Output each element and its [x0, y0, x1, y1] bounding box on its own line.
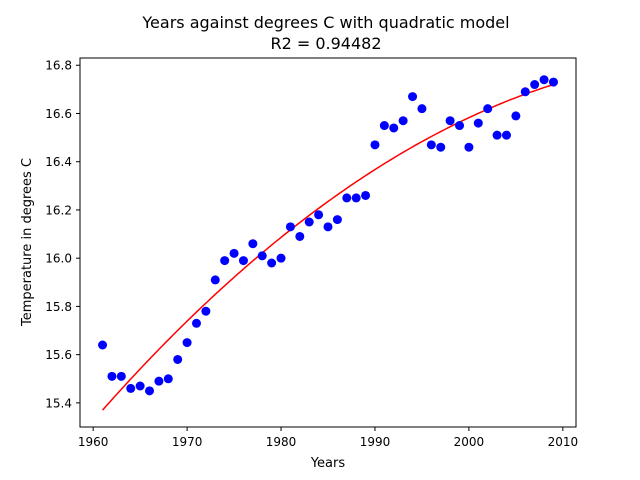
x-tick-label: 1980 [266, 435, 297, 449]
y-tick-label: 16.4 [45, 155, 72, 169]
data-point [210, 275, 220, 285]
data-point [116, 371, 126, 381]
data-point [229, 248, 239, 258]
data-point [473, 118, 483, 128]
data-point [323, 222, 333, 232]
axes-frame [79, 57, 577, 428]
y-tick-label: 16.6 [45, 107, 72, 121]
data-point [220, 256, 230, 266]
y-axis: 15.4 15.6 15.8 16.0 16.2 16.4 16.6 16.8 [45, 59, 80, 410]
data-point [548, 77, 558, 87]
data-point [426, 140, 436, 150]
x-tick-label: 1960 [78, 435, 109, 449]
data-point [191, 318, 201, 328]
x-tick-label: 1990 [360, 435, 391, 449]
x-axis-label: Years [310, 456, 346, 471]
data-point [314, 210, 324, 220]
data-point [295, 231, 305, 241]
y-tick-label: 15.6 [45, 348, 72, 362]
data-point [342, 193, 352, 203]
x-tick-label: 2010 [548, 435, 579, 449]
data-point [436, 142, 446, 152]
x-axis: 1960 1970 1980 1990 2000 2010 [78, 427, 578, 449]
data-point [455, 121, 465, 131]
x-tick-label: 2000 [454, 435, 485, 449]
data-point [173, 354, 183, 364]
x-tick-label: 1970 [172, 435, 203, 449]
data-point [511, 111, 521, 121]
chart-subtitle: R2 = 0.94482 [270, 34, 381, 53]
quadratic-model-line [101, 83, 554, 411]
y-tick-label: 16.0 [45, 252, 72, 266]
data-point [492, 130, 502, 140]
data-point [351, 193, 361, 203]
data-point [379, 121, 389, 131]
data-point [304, 217, 314, 227]
data-point [154, 376, 164, 386]
data-point [408, 92, 418, 102]
data-point [257, 251, 267, 261]
data-point [285, 222, 295, 232]
data-point [248, 239, 258, 249]
data-point [389, 123, 399, 133]
data-point [276, 253, 286, 263]
data-point [126, 383, 136, 393]
data-point [267, 258, 277, 268]
y-tick-label: 16.8 [45, 59, 72, 73]
data-point [464, 142, 474, 152]
data-point [539, 75, 549, 85]
data-point [163, 374, 173, 384]
plot-area [98, 75, 558, 411]
data-point [98, 340, 108, 350]
chart-title: Years against degrees C with quadratic m… [141, 13, 509, 32]
y-axis-label: Temperature in degrees C [20, 158, 35, 327]
data-point [417, 104, 427, 114]
data-point [370, 140, 380, 150]
data-point [501, 130, 511, 140]
data-point [145, 386, 155, 396]
y-tick-label: 15.8 [45, 300, 72, 314]
data-point [182, 338, 192, 348]
data-point [361, 190, 371, 200]
data-point [238, 256, 248, 266]
data-point [135, 381, 145, 391]
data-point [201, 306, 211, 316]
data-point [483, 104, 493, 114]
data-point [332, 215, 342, 225]
data-point [530, 80, 540, 90]
y-tick-label: 15.4 [45, 396, 72, 410]
data-point [520, 87, 530, 97]
data-point [398, 116, 408, 126]
y-tick-label: 16.2 [45, 203, 72, 217]
data-point [445, 116, 455, 126]
data-point [107, 371, 117, 381]
